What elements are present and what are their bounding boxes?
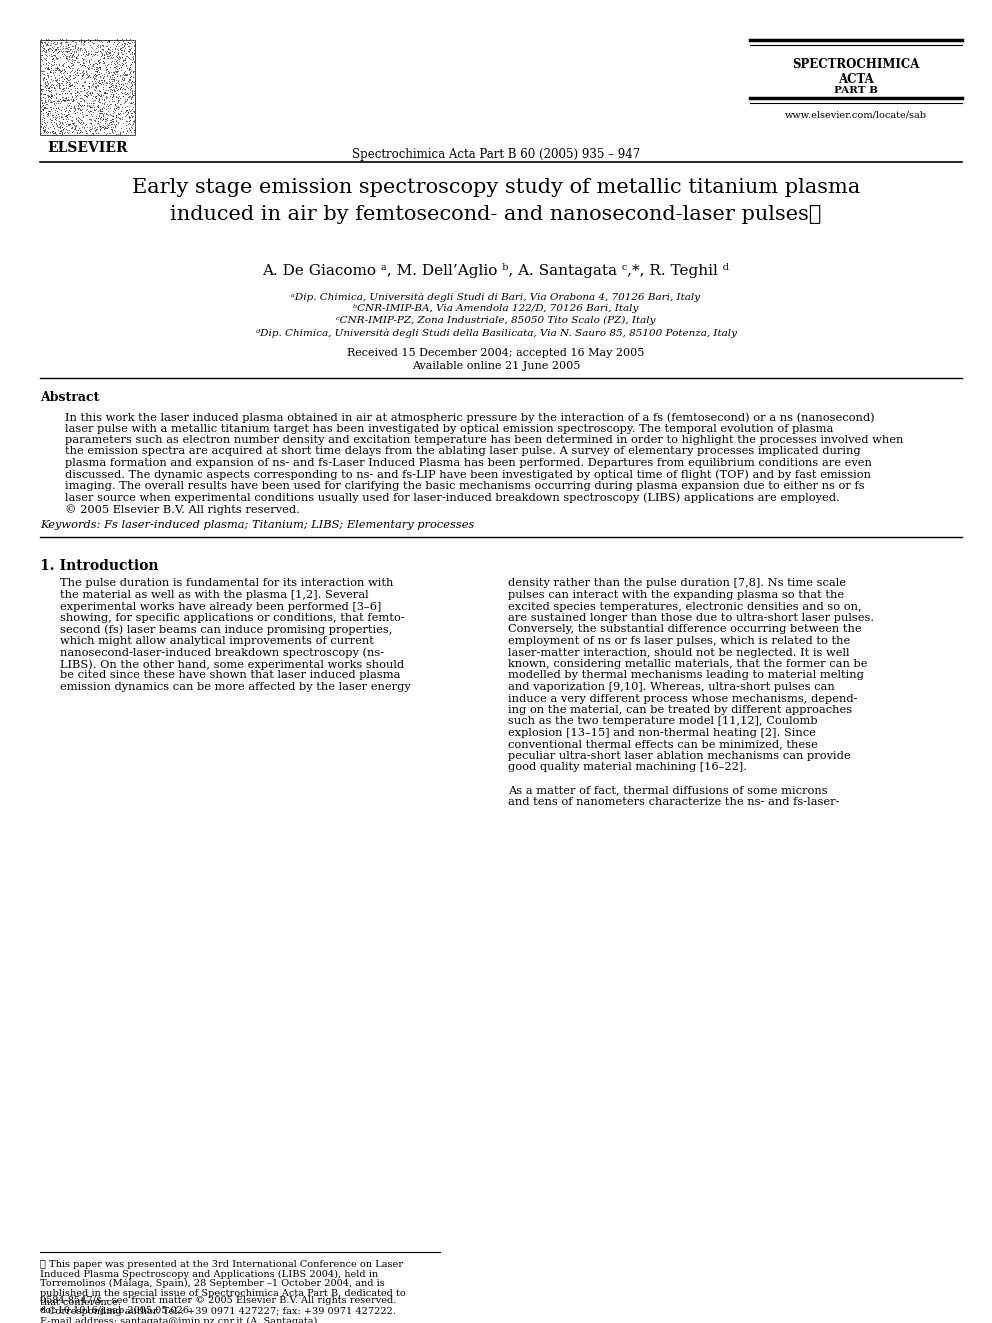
Text: density rather than the pulse duration [7,8]. Ns time scale: density rather than the pulse duration [… [508, 578, 846, 589]
Text: PART B: PART B [834, 86, 878, 95]
Text: LIBS). On the other hand, some experimental works should: LIBS). On the other hand, some experimen… [60, 659, 404, 669]
Text: the emission spectra are acquired at short time delays from the ablating laser p: the emission spectra are acquired at sho… [65, 446, 861, 456]
Text: employment of ns or fs laser pulses, which is related to the: employment of ns or fs laser pulses, whi… [508, 636, 850, 646]
Text: Spectrochimica Acta Part B 60 (2005) 935 – 947: Spectrochimica Acta Part B 60 (2005) 935… [352, 148, 640, 161]
Text: and vaporization [9,10]. Whereas, ultra-short pulses can: and vaporization [9,10]. Whereas, ultra-… [508, 681, 834, 692]
Text: ☆ This paper was presented at the 3rd International Conference on Laser: ☆ This paper was presented at the 3rd In… [40, 1259, 403, 1269]
Text: ing on the material, can be treated by different approaches: ing on the material, can be treated by d… [508, 705, 852, 714]
Text: parameters such as electron number density and excitation temperature has been d: parameters such as electron number densi… [65, 435, 904, 445]
Text: and tens of nanometers characterize the ns- and fs-laser-: and tens of nanometers characterize the … [508, 796, 839, 807]
Text: laser source when experimental conditions usually used for laser-induced breakdo: laser source when experimental condition… [65, 492, 840, 503]
Text: laser-matter interaction, should not be neglected. It is well: laser-matter interaction, should not be … [508, 647, 849, 658]
Text: are sustained longer than those due to ultra-short laser pulses.: are sustained longer than those due to u… [508, 613, 874, 623]
Text: explosion [13–15] and non-thermal heating [2]. Since: explosion [13–15] and non-thermal heatin… [508, 728, 815, 738]
Text: ᶜCNR-IMIP-PZ, Zona Industriale, 85050 Tito Scalo (PZ), Italy: ᶜCNR-IMIP-PZ, Zona Industriale, 85050 Ti… [336, 316, 656, 325]
Text: excited species temperatures, electronic densities and so on,: excited species temperatures, electronic… [508, 602, 862, 611]
Text: modelled by thermal mechanisms leading to material melting: modelled by thermal mechanisms leading t… [508, 671, 864, 680]
Text: Keywords: Fs laser-induced plasma; Titanium; LIBS; Elementary processes: Keywords: Fs laser-induced plasma; Titan… [40, 520, 474, 531]
Text: that conference.: that conference. [40, 1298, 121, 1307]
Text: discussed. The dynamic aspects corresponding to ns- and fs-LIP have been investi: discussed. The dynamic aspects correspon… [65, 470, 871, 480]
Text: In this work the laser induced plasma obtained in air at atmospheric pressure by: In this work the laser induced plasma ob… [65, 411, 875, 422]
Text: nanosecond-laser-induced breakdown spectroscopy (ns-: nanosecond-laser-induced breakdown spect… [60, 647, 384, 658]
Text: which might allow analytical improvements of current: which might allow analytical improvement… [60, 636, 374, 646]
Text: Received 15 December 2004; accepted 16 May 2005: Received 15 December 2004; accepted 16 M… [347, 348, 645, 359]
Text: Induced Plasma Spectroscopy and Applications (LIBS 2004), held in: Induced Plasma Spectroscopy and Applicat… [40, 1270, 378, 1278]
Text: www.elsevier.com/locate/sab: www.elsevier.com/locate/sab [785, 110, 927, 119]
Text: be cited since these have shown that laser induced plasma: be cited since these have shown that las… [60, 671, 401, 680]
Text: such as the two temperature model [11,12], Coulomb: such as the two temperature model [11,12… [508, 717, 817, 726]
Text: imaging. The overall results have been used for clarifying the basic mechanisms : imaging. The overall results have been u… [65, 482, 865, 491]
Text: Torremolinos (Málaga, Spain), 28 September –1 October 2004, and is: Torremolinos (Málaga, Spain), 28 Septemb… [40, 1279, 385, 1289]
Text: The pulse duration is fundamental for its interaction with: The pulse duration is fundamental for it… [60, 578, 394, 589]
Text: SPECTROCHIMICA: SPECTROCHIMICA [793, 58, 920, 71]
Text: * Corresponding author. Tel.: +39 0971 427227; fax: +39 0971 427222.: * Corresponding author. Tel.: +39 0971 4… [40, 1307, 396, 1316]
Text: conventional thermal effects can be minimized, these: conventional thermal effects can be mini… [508, 740, 817, 750]
Text: Abstract: Abstract [40, 392, 99, 404]
Text: second (fs) laser beams can induce promising properties,: second (fs) laser beams can induce promi… [60, 624, 393, 635]
Text: showing, for specific applications or conditions, that femto-: showing, for specific applications or co… [60, 613, 405, 623]
Text: Available online 21 June 2005: Available online 21 June 2005 [412, 361, 580, 370]
Text: plasma formation and expansion of ns- and fs-Laser Induced Plasma has been perfo: plasma formation and expansion of ns- an… [65, 458, 872, 468]
Text: © 2005 Elsevier B.V. All rights reserved.: © 2005 Elsevier B.V. All rights reserved… [65, 504, 300, 515]
Text: Early stage emission spectroscopy study of metallic titanium plasma
induced in a: Early stage emission spectroscopy study … [132, 179, 860, 224]
Text: experimental works have already been performed [3–6]: experimental works have already been per… [60, 602, 381, 611]
Text: good quality material machining [16–22].: good quality material machining [16–22]. [508, 762, 747, 773]
Text: emission dynamics can be more affected by the laser energy: emission dynamics can be more affected b… [60, 681, 411, 692]
Text: 1. Introduction: 1. Introduction [40, 558, 159, 573]
Text: Conversely, the substantial difference occurring between the: Conversely, the substantial difference o… [508, 624, 862, 635]
Bar [40, 40, 135, 135]
Text: known, considering metallic materials, that the former can be: known, considering metallic materials, t… [508, 659, 867, 669]
Text: peculiar ultra-short laser ablation mechanisms can provide: peculiar ultra-short laser ablation mech… [508, 751, 850, 761]
Text: E-mail address: santagata@imip.pz.cnr.it (A. Santagata).: E-mail address: santagata@imip.pz.cnr.it… [40, 1316, 320, 1323]
Text: induce a very different process whose mechanisms, depend-: induce a very different process whose me… [508, 693, 857, 704]
Text: laser pulse with a metallic titanium target has been investigated by optical emi: laser pulse with a metallic titanium tar… [65, 423, 833, 434]
Text: ACTA: ACTA [838, 73, 874, 86]
Text: ELSEVIER: ELSEVIER [48, 142, 128, 155]
Text: published in the special issue of Spectrochimica Acta Part B, dedicated to: published in the special issue of Spectr… [40, 1289, 406, 1298]
Text: ᵈDip. Chimica, Università degli Studi della Basilicata, Via N. Sauro 85, 85100 P: ᵈDip. Chimica, Università degli Studi de… [256, 328, 736, 337]
Text: the material as well as with the plasma [1,2]. Several: the material as well as with the plasma … [60, 590, 369, 601]
Text: ᵇCNR-IMIP-BA, Via Amendola 122/D, 70126 Bari, Italy: ᵇCNR-IMIP-BA, Via Amendola 122/D, 70126 … [353, 304, 639, 314]
Text: pulses can interact with the expanding plasma so that the: pulses can interact with the expanding p… [508, 590, 844, 601]
Text: As a matter of fact, thermal diffusions of some microns: As a matter of fact, thermal diffusions … [508, 786, 827, 795]
Text: 0584-8547/$ - see front matter © 2005 Elsevier B.V. All rights reserved.: 0584-8547/$ - see front matter © 2005 El… [40, 1297, 397, 1304]
Text: doi:10.1016/j.sab.2005.05.026: doi:10.1016/j.sab.2005.05.026 [40, 1306, 190, 1315]
Text: ᵃDip. Chimica, Università degli Studi di Bari, Via Orabona 4, 70126 Bari, Italy: ᵃDip. Chimica, Università degli Studi di… [292, 292, 700, 302]
Text: A. De Giacomo ᵃ, M. Dell’Aglio ᵇ, A. Santagata ᶜ,*, R. Teghil ᵈ: A. De Giacomo ᵃ, M. Dell’Aglio ᵇ, A. San… [263, 263, 729, 278]
